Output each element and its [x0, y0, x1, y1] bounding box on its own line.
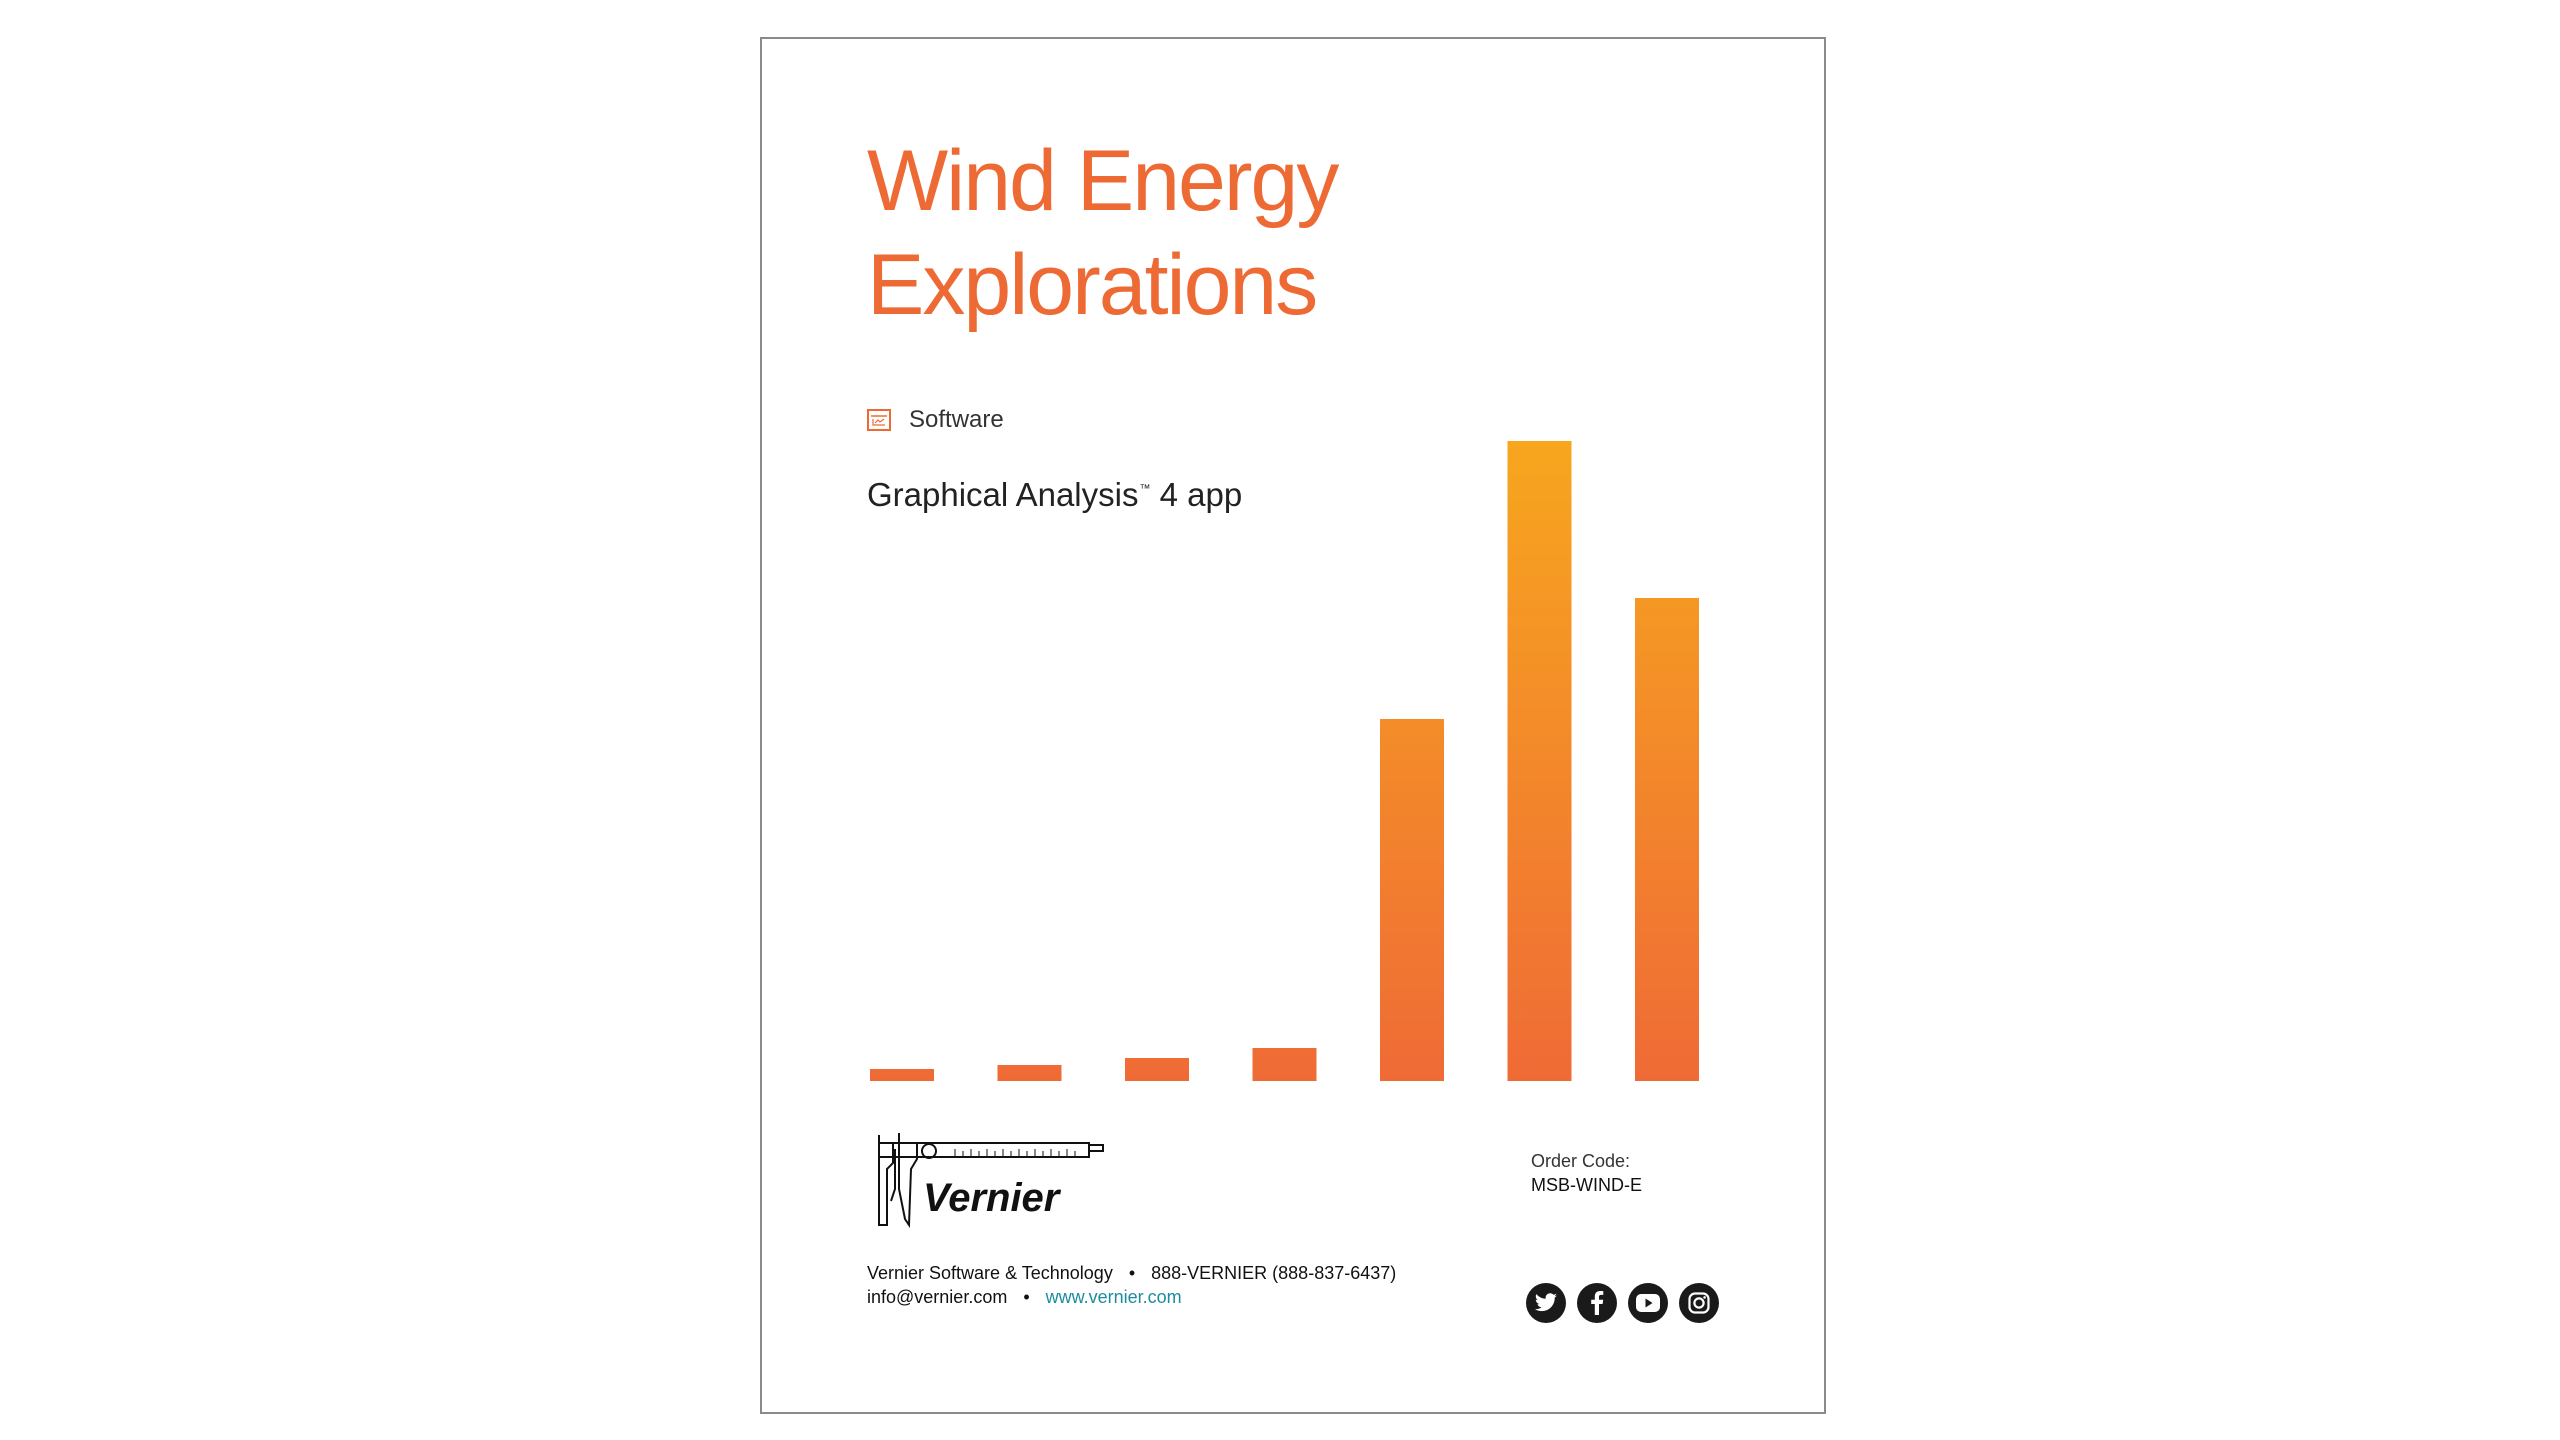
website-link[interactable]: www.vernier.com: [1045, 1287, 1182, 1307]
bar-5: [1380, 719, 1444, 1081]
document-subtitle: Graphical Analysis™ 4 app: [867, 476, 1242, 514]
instagram-icon[interactable]: [1679, 1283, 1719, 1323]
phone-number: 888-VERNIER (888-837-6437): [1151, 1263, 1397, 1283]
email-address[interactable]: info@vernier.com: [867, 1287, 1008, 1307]
title-line-2: Explorations: [867, 237, 1318, 333]
logo-wordmark: Vernier: [923, 1176, 1062, 1220]
subtitle-suffix: 4 app: [1150, 476, 1243, 513]
youtube-icon[interactable]: [1628, 1283, 1668, 1323]
separator: •: [1023, 1287, 1030, 1307]
separator: •: [1128, 1263, 1136, 1283]
bar-chart: [870, 441, 1699, 1081]
trademark-symbol: ™: [1139, 483, 1151, 495]
contact-line-2: info@vernier.com • www.vernier.com: [867, 1287, 1182, 1308]
twitter-icon[interactable]: [1526, 1283, 1566, 1323]
order-code-value: MSB-WIND-E: [1531, 1175, 1642, 1195]
category-label: Software: [909, 406, 1004, 433]
bar-1: [870, 1069, 934, 1081]
title-line-1: Wind Energy: [867, 133, 1339, 229]
graph-window-icon: [867, 409, 891, 431]
bar-7: [1635, 598, 1699, 1081]
vernier-caliper-logo: Vernier: [878, 1133, 1104, 1229]
social-links: [1526, 1283, 1719, 1323]
category-row: Software: [867, 406, 1004, 434]
contact-line-1: Vernier Software & Technology • 888-VERNIE…: [867, 1263, 1396, 1284]
bar-6: [1507, 441, 1572, 1081]
bar-4: [1252, 1048, 1317, 1081]
bar-3: [1125, 1058, 1189, 1081]
order-code-label: Order Code:: [1531, 1151, 1631, 1171]
facebook-icon[interactable]: [1577, 1283, 1617, 1323]
company-name: Vernier Software & Technology: [867, 1263, 1113, 1283]
document-page: Wind Energy Explorations Software Graphi…: [760, 37, 1826, 1414]
subtitle-text: Graphical Analysis: [867, 476, 1139, 513]
bar-group: [870, 441, 1699, 1081]
bar-2: [997, 1065, 1062, 1081]
document-title: Wind Energy Explorations: [867, 129, 1339, 337]
